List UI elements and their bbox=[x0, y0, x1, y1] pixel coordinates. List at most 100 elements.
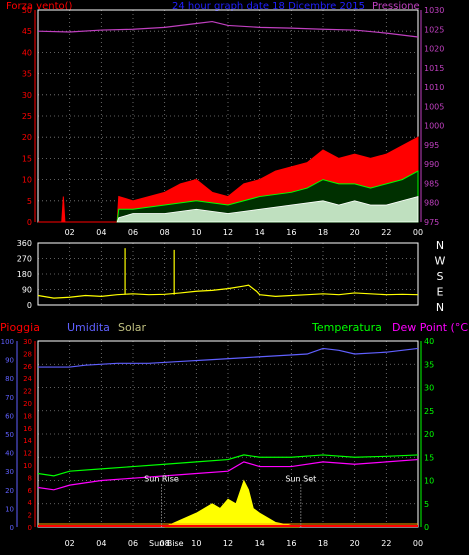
pressure-series bbox=[37, 20, 419, 38]
bottom-x-tick-label: 08 bbox=[160, 539, 170, 548]
chart-title: 24 hour graph date 18 Dicembre 2015 bbox=[172, 1, 365, 12]
pressure-tick-label: 1015 bbox=[424, 64, 444, 73]
rain-tick-label: 18 bbox=[23, 412, 32, 420]
pressure-axis-label: Pressione bbox=[372, 1, 420, 12]
rain-tick-label: 28 bbox=[23, 350, 32, 358]
wind-tick-label: 20 bbox=[22, 133, 32, 142]
temp-tick-label: 15 bbox=[424, 453, 434, 462]
rain-tick-label: 10 bbox=[23, 462, 32, 470]
dir-tick-label: 360 bbox=[17, 239, 32, 248]
temp-tick-label: 0 bbox=[424, 523, 429, 532]
humidity-tick-label: 100 bbox=[1, 338, 14, 346]
x-tick-label: 06 bbox=[128, 228, 138, 237]
humidity-tick-label: 40 bbox=[5, 450, 14, 458]
bottom-x-tick-label: 04 bbox=[96, 539, 106, 548]
temp-tick-label: 5 bbox=[424, 500, 429, 509]
x-tick-label: 12 bbox=[223, 228, 233, 237]
dewpoint-label: Dew Point (°C) bbox=[392, 321, 469, 334]
temp-tick-label: 30 bbox=[424, 384, 434, 393]
humidity-tick-label: 50 bbox=[5, 431, 14, 439]
bottom-x-tick-label: 02 bbox=[65, 539, 75, 548]
rain-tick-label: 16 bbox=[23, 425, 32, 433]
bottom-x-tick-label: 18 bbox=[318, 539, 328, 548]
temp-tick-label: 20 bbox=[424, 430, 434, 439]
sun-annotation: Sun Rise bbox=[144, 475, 179, 484]
dir-tick-label: 180 bbox=[17, 270, 32, 279]
wind-tick-label: 45 bbox=[22, 27, 32, 36]
bottom-x-tick-label: 10 bbox=[191, 539, 201, 548]
humidity-tick-label: 10 bbox=[5, 505, 14, 513]
rain-tick-label: 20 bbox=[23, 400, 32, 408]
humidity-series bbox=[38, 347, 419, 368]
wind-tick-label: 30 bbox=[22, 91, 32, 100]
humidity-tick-label: 90 bbox=[5, 357, 14, 365]
x-tick-label: 10 bbox=[191, 228, 201, 237]
pressure-tick-label: 995 bbox=[424, 141, 439, 150]
pressure-tick-label: 990 bbox=[424, 160, 439, 169]
humidity-tick-label: 60 bbox=[5, 412, 14, 420]
temp-tick-label: 40 bbox=[424, 337, 434, 346]
dir-tick-label: 0 bbox=[27, 301, 32, 310]
bottom-x-tick-label: 12 bbox=[223, 539, 233, 548]
rain-tick-label: 14 bbox=[23, 437, 32, 445]
humidity-tick-label: 0 bbox=[10, 524, 14, 532]
pressure-tick-label: 1025 bbox=[424, 25, 444, 34]
direction-series bbox=[37, 284, 419, 299]
direction-label: W bbox=[435, 255, 446, 268]
bottom-x-tick-label: 00 bbox=[413, 539, 423, 548]
bottom-x-tick-label: 16 bbox=[286, 539, 296, 548]
sun-annotation: Sun Set bbox=[285, 475, 316, 484]
wind-tick-label: 15 bbox=[22, 154, 32, 163]
direction-label: N bbox=[436, 239, 444, 252]
wind-tick-label: 10 bbox=[22, 176, 32, 185]
humidity-tick-label: 20 bbox=[5, 487, 14, 495]
x-tick-label: 20 bbox=[350, 228, 360, 237]
pressure-tick-label: 975 bbox=[424, 218, 439, 227]
rain-tick-label: 30 bbox=[23, 338, 32, 346]
bottom-x-tick-label: 06 bbox=[128, 539, 138, 548]
rain-tick-label: 22 bbox=[23, 388, 32, 396]
wind-tick-label: 40 bbox=[22, 48, 32, 57]
bottom-x-tick-label: 22 bbox=[381, 539, 391, 548]
solar-label: Solar bbox=[118, 321, 147, 334]
temp-tick-label: 10 bbox=[424, 477, 434, 486]
pressure-tick-label: 1005 bbox=[424, 102, 444, 111]
x-tick-label: 16 bbox=[286, 228, 296, 237]
rain-tick-label: 6 bbox=[28, 487, 33, 495]
x-tick-label: 14 bbox=[255, 228, 265, 237]
rain-tick-label: 2 bbox=[28, 512, 32, 520]
bottom-x-tick-label: 20 bbox=[350, 539, 360, 548]
temperature-series bbox=[37, 454, 419, 477]
pressure-tick-label: 980 bbox=[424, 199, 439, 208]
pressure-tick-label: 985 bbox=[424, 179, 439, 188]
x-tick-label: 18 bbox=[318, 228, 328, 237]
humidity-tick-label: 70 bbox=[5, 394, 14, 402]
humidity-label: Umidita bbox=[67, 321, 110, 334]
humidity-tick-label: 30 bbox=[5, 468, 14, 476]
rain-tick-label: 26 bbox=[23, 363, 32, 371]
direction-label: S bbox=[437, 270, 444, 283]
bottom-x-tick-label: 14 bbox=[255, 539, 265, 548]
rain-tick-label: 24 bbox=[23, 375, 32, 383]
humidity-tick-label: 80 bbox=[5, 375, 14, 383]
wind-axis-label: Forza vento() bbox=[6, 1, 73, 12]
x-tick-label: 08 bbox=[160, 228, 170, 237]
direction-panel-frame bbox=[37, 242, 419, 306]
temperature-label: Temperatura bbox=[311, 321, 382, 334]
dir-tick-label: 270 bbox=[17, 255, 32, 264]
sun-bise-label: Sun Bise bbox=[149, 539, 184, 548]
direction-label: E bbox=[437, 286, 444, 299]
rain-label: Pioggia bbox=[0, 321, 40, 334]
dewpoint-series bbox=[37, 458, 419, 491]
x-tick-label: 02 bbox=[65, 228, 75, 237]
x-tick-label: 04 bbox=[96, 228, 106, 237]
rain-tick-label: 0 bbox=[28, 524, 32, 532]
pressure-tick-label: 1000 bbox=[424, 122, 444, 131]
rain-tick-label: 12 bbox=[23, 450, 32, 458]
avg-wind-series bbox=[116, 196, 419, 223]
wind-tick-label: 0 bbox=[27, 218, 32, 227]
rain-tick-label: 4 bbox=[28, 499, 33, 507]
wind-tick-label: 25 bbox=[22, 112, 32, 121]
